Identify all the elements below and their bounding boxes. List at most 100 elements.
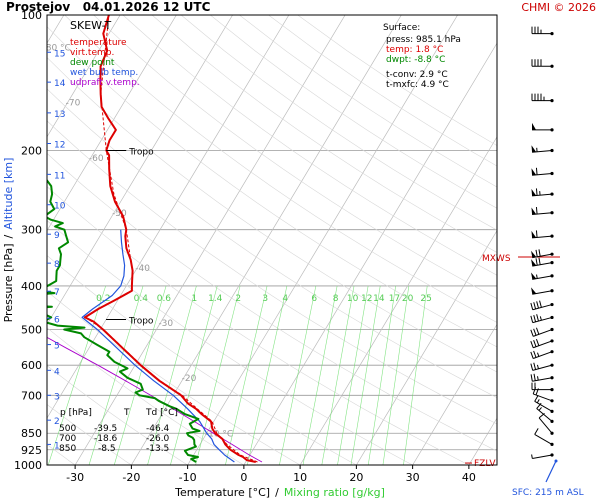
mixing-ratio-line <box>247 285 288 465</box>
surface-wind-vector <box>545 460 557 483</box>
levels-table: p [hPa] T Td [°C] 500 -39.5 -46.4 700 -1… <box>59 408 178 454</box>
pressure-tick-label: 200 <box>21 144 42 157</box>
x-tick-label: -10 <box>179 471 197 484</box>
wind-barb-pennant <box>531 188 537 196</box>
surface-dwpt: dwpt: -8.8 °C <box>386 55 445 65</box>
mixing-ratio-line <box>367 285 396 465</box>
sfc-label: SFC: 215 m ASL <box>512 488 584 498</box>
sounding-profiles <box>47 15 263 463</box>
x-tick-label: 20 <box>349 471 363 484</box>
x-tick-label: 0 <box>240 471 247 484</box>
altitude-tick-label: 4 <box>54 367 60 377</box>
wind-barb-staff <box>533 340 553 349</box>
x-axis-label-mixing: Mixing ratio [g/kg] <box>284 486 385 499</box>
mixing-ratio-line <box>403 285 428 465</box>
pressure-tick-label: 300 <box>21 224 42 237</box>
axes: 1002003004005006007008509251000123456789… <box>14 9 498 484</box>
altitude-tick-label: 6 <box>54 315 60 325</box>
wind-barb-flag <box>535 388 539 396</box>
isotherm-label: -50 <box>112 209 127 219</box>
wind-barb <box>534 395 554 413</box>
dry-adiabat <box>47 57 497 373</box>
wind-barb-half-flag <box>531 454 533 459</box>
wind-barb-staff <box>532 235 553 239</box>
x-tick-label: -30 <box>66 471 84 484</box>
wind-barb-flag <box>533 302 537 310</box>
legend-virt-temp: virt.temp. <box>70 48 114 58</box>
dry-adiabat <box>93 15 497 299</box>
legend-updraft: udpraft v.temp. <box>70 78 140 88</box>
annotations: Tropo Tropo MXWS FZLV <box>106 147 560 469</box>
table-header-td: Td [°C] <box>145 408 178 418</box>
wind-barb-pennant <box>532 122 536 130</box>
mixing-ratio-label: 10 <box>347 294 359 304</box>
wind-barb <box>531 272 554 280</box>
dry-adiabat <box>47 220 413 465</box>
isotherm-label: -80 °C <box>42 44 70 54</box>
mixing-ratio-line <box>113 285 167 465</box>
wind-barb-pennant <box>531 259 537 267</box>
dry-adiabat <box>47 88 497 398</box>
surface-tmxfc: t-mxfc: 4.9 °C <box>386 80 449 90</box>
mixing-ratio-label: 12 <box>361 294 372 304</box>
surface-heading: Surface: <box>383 23 420 33</box>
pressure-tick-label: 100 <box>21 9 42 22</box>
wind-barb-flag <box>533 328 537 336</box>
mixing-ratio-line <box>147 285 197 465</box>
wind-barb-staff <box>532 364 553 371</box>
wind-barb-pennant <box>531 287 537 295</box>
dry-adiabat <box>297 15 497 146</box>
wind-barb <box>538 413 554 435</box>
table-header-t: T <box>123 408 130 418</box>
wind-barb-half-flag <box>536 399 540 404</box>
altitude-tick-label: 8 <box>54 260 60 270</box>
temperature-curve <box>83 15 257 463</box>
wind-barb <box>531 93 554 103</box>
x-axis-separator: / <box>275 486 279 499</box>
isotherm <box>74 15 346 465</box>
altitude-tick-label: 9 <box>54 231 60 241</box>
x-axis-label: Temperature [°C] <box>174 486 270 499</box>
dry-adiabat <box>47 152 497 452</box>
wind-barb <box>530 350 554 359</box>
isotherm-label: -10 °C <box>205 429 233 439</box>
wind-barb <box>531 382 554 392</box>
wind-barb <box>531 206 554 215</box>
isotherm <box>356 229 497 465</box>
mixing-ratio-label: 20 <box>402 294 414 304</box>
wind-barb-staff <box>532 253 553 259</box>
pressure-tick-label: 850 <box>21 427 42 440</box>
wind-barb-flag <box>538 257 541 265</box>
wind-barb-half-flag <box>536 364 539 369</box>
mixing-ratio-line <box>170 285 218 465</box>
y-axis-title: Pressure [hPa] / Altitude [km] <box>2 158 15 323</box>
wind-barb-station <box>550 171 554 176</box>
pressure-tick-label: 600 <box>21 359 42 372</box>
table-cell: -39.5 <box>94 424 117 434</box>
wind-barb-staff <box>532 290 553 295</box>
dry-adiabat <box>47 26 497 348</box>
pressure-tick-label: 925 <box>21 444 42 457</box>
altitude-tick-label: 3 <box>54 392 60 402</box>
wind-barb-flag <box>534 428 539 435</box>
x-tick-label: -20 <box>122 471 140 484</box>
wind-barb-flag <box>535 167 538 175</box>
mixing-ratio-label: 0.6 <box>157 294 172 304</box>
altitude-tick-label: 13 <box>54 110 65 120</box>
surface-press: press: 985.1 hPa <box>386 35 461 45</box>
wind-barb-flag <box>533 362 537 370</box>
altitude-tick-label: 10 <box>54 202 66 212</box>
pressure-tick-label: 500 <box>21 324 42 337</box>
svg-text:Pressure [hPa]/Altitude [km]: Pressure [hPa] / Altitude [km] <box>2 158 15 323</box>
wind-barb-flag <box>530 341 534 348</box>
isotherm-label: -70 <box>66 99 81 109</box>
altitude-tick-label: 14 <box>54 79 66 89</box>
wind-barb-staff <box>532 454 553 459</box>
wind-barb <box>531 188 554 197</box>
wind-barb <box>532 122 554 132</box>
isotherm <box>47 15 177 232</box>
mixing-ratio-label: 17 <box>389 294 400 304</box>
tropopause-label: Tropo <box>128 317 154 327</box>
wind-barb <box>536 402 554 423</box>
